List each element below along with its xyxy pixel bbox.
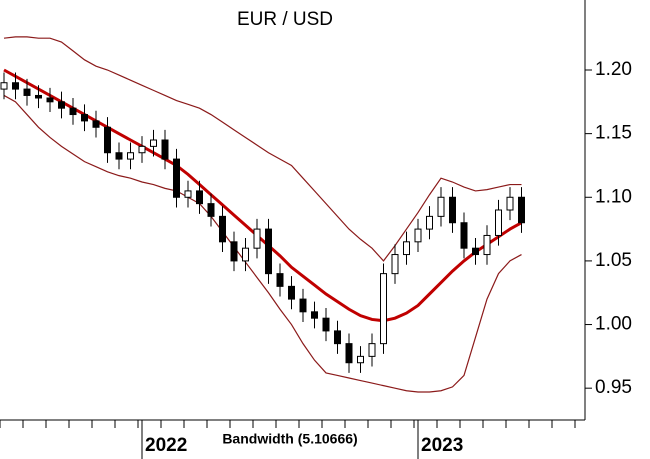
candle-body	[230, 241, 238, 262]
candle-body	[368, 343, 376, 357]
candle-body	[414, 228, 422, 243]
y-tick-label: 1.10	[595, 186, 632, 207]
candle-body	[104, 126, 111, 154]
candle-body	[380, 273, 387, 345]
candle-body	[483, 234, 491, 256]
candle-body	[299, 298, 307, 313]
candle-body	[322, 317, 330, 332]
candle-body	[403, 241, 410, 256]
annotation: Bandwidth (5.10666)	[222, 431, 357, 447]
candle-body	[138, 145, 146, 154]
y-tick-label: 1.05	[595, 250, 632, 271]
candle-body	[35, 94, 42, 99]
y-tick-label: 1.00	[595, 314, 632, 335]
chart-title: EUR / USD	[237, 9, 333, 30]
candle-body	[161, 139, 169, 160]
candle-body	[437, 196, 445, 217]
candle-body	[391, 254, 399, 275]
candle-body	[460, 222, 468, 249]
candle-body	[219, 215, 226, 243]
candle-body	[46, 97, 54, 103]
candle-body	[334, 330, 341, 345]
band-line	[3, 68, 523, 323]
candle-body	[81, 114, 88, 122]
candle-body	[357, 355, 364, 364]
candle-body	[150, 139, 157, 147]
candle-body	[276, 273, 284, 287]
candle-body	[242, 247, 249, 262]
candle-body	[265, 228, 272, 275]
candle-body	[58, 101, 65, 109]
band-line	[3, 36, 522, 262]
y-tick-label: 1.20	[595, 59, 632, 80]
candle-body	[184, 190, 192, 198]
candle-body	[426, 215, 433, 230]
candle-body	[495, 209, 502, 236]
candle-body	[69, 107, 77, 116]
candle-body	[506, 196, 514, 211]
candle-body	[288, 285, 295, 300]
candle-body	[253, 228, 261, 249]
band-line	[3, 94, 522, 393]
candle-body	[0, 82, 8, 90]
candle-body	[173, 158, 180, 198]
candle-body	[196, 190, 203, 205]
y-tick-label: 1.15	[595, 123, 632, 144]
candle-body	[115, 152, 123, 160]
candle-body	[449, 196, 456, 224]
candle-body	[345, 343, 353, 364]
candle-body	[207, 203, 215, 217]
candle-body	[23, 88, 31, 96]
candle-body	[92, 120, 100, 128]
candle-body	[12, 82, 19, 90]
candle-body	[127, 152, 134, 160]
x-tick-label: 2023	[421, 435, 463, 456]
candle-body	[472, 247, 479, 256]
y-tick-label: 0.95	[595, 377, 632, 398]
candle-body	[518, 196, 525, 224]
candle-body	[311, 311, 318, 319]
x-tick-label: 2022	[145, 435, 187, 456]
